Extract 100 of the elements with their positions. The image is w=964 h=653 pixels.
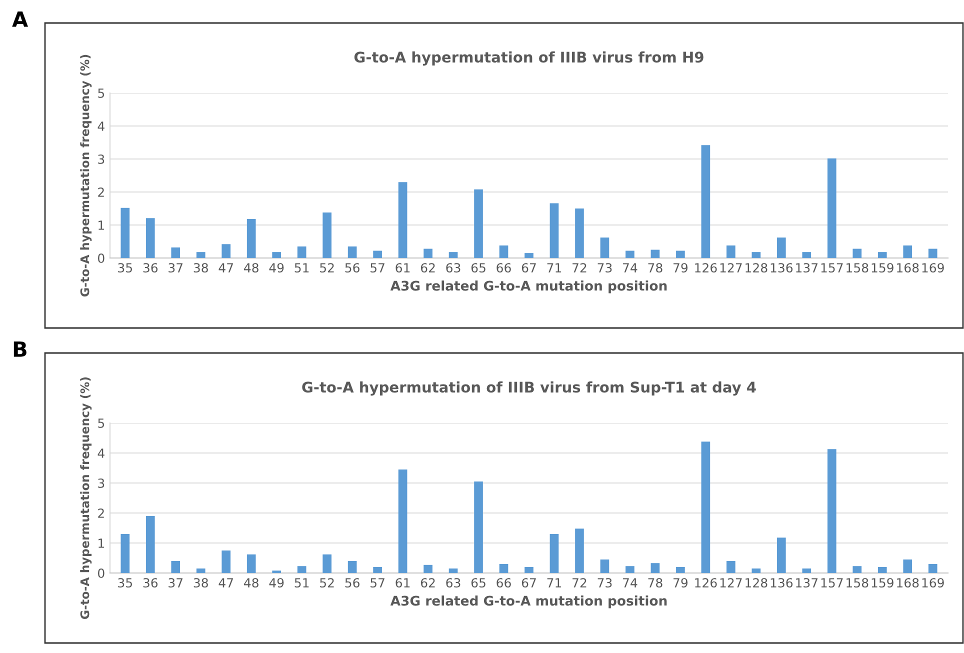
- bar: [600, 560, 610, 573]
- bar: [802, 252, 812, 258]
- bar: [903, 245, 912, 258]
- x-tick-label: 57: [370, 263, 384, 273]
- y-tick-label: 3: [98, 478, 104, 488]
- bar: [222, 550, 231, 573]
- x-tick-label: 169: [922, 263, 944, 273]
- x-tick-label: 66: [496, 263, 511, 273]
- x-tick-label: 126: [695, 578, 717, 588]
- x-tick-label: 52: [320, 263, 334, 273]
- bar: [171, 561, 180, 573]
- x-tick-label: 71: [547, 263, 562, 272]
- x-tick-label: 61: [396, 578, 410, 588]
- bar: [373, 250, 382, 258]
- bar: [120, 208, 130, 258]
- x-axis-title: A3G related G-to-A mutation position: [390, 596, 667, 608]
- bar: [474, 189, 483, 258]
- x-tick-label: 71: [547, 578, 562, 588]
- bar: [398, 470, 408, 573]
- bar: [676, 567, 685, 573]
- x-tick-label: 38: [194, 263, 208, 273]
- x-tick-label: 61: [396, 263, 410, 273]
- x-tick-label: 37: [168, 263, 183, 273]
- bar: [272, 252, 282, 258]
- bar: [322, 212, 332, 258]
- bar: [398, 182, 408, 258]
- y-tick-label: 0: [98, 253, 104, 263]
- x-tick-label: 127: [720, 578, 742, 588]
- bar: [852, 566, 862, 573]
- text: A: [12, 12, 28, 27]
- x-tick-label: 48: [244, 578, 258, 588]
- x-tick-label: 78: [648, 578, 662, 588]
- x-tick-label: 158: [846, 578, 868, 588]
- bar: [776, 238, 786, 258]
- x-tick-label: 66: [496, 578, 511, 588]
- y-tick-label: 3: [98, 154, 104, 164]
- x-tick-label: 35: [118, 263, 132, 273]
- x-tick-label: 57: [370, 578, 384, 588]
- bar: [171, 247, 180, 258]
- bar: [852, 248, 862, 258]
- bar: [322, 554, 332, 573]
- x-tick-label: 136: [770, 578, 793, 588]
- bar: [348, 246, 357, 258]
- bar: [903, 560, 912, 573]
- bar: [650, 563, 660, 573]
- bar: [424, 248, 432, 258]
- x-tick-label: 62: [420, 263, 435, 273]
- x-tick-label: 136: [770, 263, 793, 273]
- x-tick-label: 56: [345, 578, 360, 588]
- x-tick-label: 65: [471, 578, 486, 588]
- y-tick-label: 2: [98, 508, 104, 518]
- x-tick-label: 157: [821, 263, 843, 273]
- x-tick-label: 137: [796, 578, 818, 588]
- y-axis-title: G-to-A hypermutation frequency (%): [80, 377, 92, 619]
- x-tick-label: 137: [796, 263, 818, 273]
- x-tick-label: 74: [623, 578, 638, 588]
- y-tick-label: 2: [98, 187, 104, 197]
- bar: [550, 203, 559, 258]
- x-tick-label: 51: [294, 263, 309, 273]
- y-tick-label: 5: [98, 88, 104, 98]
- bar: [928, 248, 938, 258]
- bar: [928, 564, 938, 573]
- bar: [550, 534, 559, 573]
- x-tick-label: 35: [118, 578, 132, 588]
- x-tick-label: 63: [446, 263, 460, 273]
- x-tick-label: 49: [269, 263, 284, 273]
- x-tick-label: 67: [522, 263, 536, 273]
- x-tick-label: 38: [194, 578, 208, 588]
- bar: [650, 250, 660, 258]
- bar: [146, 516, 155, 573]
- text: B: [14, 342, 26, 357]
- bar: [575, 528, 584, 573]
- bar: [448, 252, 458, 258]
- bar: [424, 564, 432, 573]
- chart-title: G-to-A hypermutation of IIIB virus from H9: [354, 51, 704, 66]
- y-tick-label: 1: [98, 538, 104, 548]
- bar: [474, 482, 483, 573]
- x-tick-label: 36: [143, 578, 158, 588]
- y-tick-label: 0: [98, 568, 104, 578]
- bar: [752, 252, 761, 258]
- x-tick-label: 63: [446, 578, 460, 588]
- bar: [776, 538, 786, 573]
- bar: [196, 252, 206, 258]
- bar: [348, 561, 357, 573]
- bar: [297, 246, 306, 258]
- x-tick-label: 72: [572, 578, 586, 588]
- x-tick-label: 128: [746, 263, 768, 273]
- x-tick-label: 126: [695, 263, 717, 273]
- bar: [448, 568, 458, 573]
- x-tick-label: 65: [471, 263, 486, 273]
- bar: [120, 534, 130, 573]
- bar: [246, 554, 256, 573]
- bar: [878, 567, 887, 573]
- bar: [600, 238, 610, 258]
- bar: [752, 568, 761, 573]
- bar: [499, 245, 508, 258]
- bar: [297, 566, 306, 573]
- bar: [726, 245, 736, 258]
- y-tick-label: 5: [98, 418, 104, 428]
- chart-title: G-to-A hypermutation of IIIB virus from Sup-T1 at day 4: [302, 381, 756, 396]
